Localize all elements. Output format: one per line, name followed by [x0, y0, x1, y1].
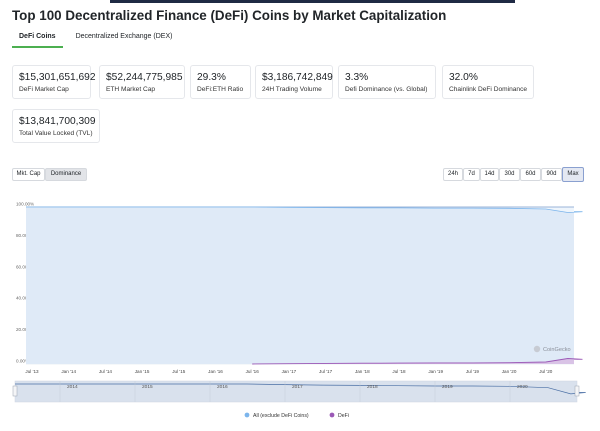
stat-label: Chainlink DeFi Dominance: [449, 86, 528, 93]
stat-card-24h-trading-volume: $3,186,742,849 24H Trading Volume: [255, 65, 333, 99]
navigator-tick-label: 2017: [292, 384, 303, 390]
stat-value: $3,186,742,849: [262, 72, 333, 83]
stat-card-defi-market-cap: $15,301,651,692 DeFi Market Cap: [12, 65, 96, 99]
x-tick-label: Jan '18: [355, 369, 370, 374]
series-defi-line: [252, 358, 583, 365]
mkt-cap-button[interactable]: Mkt. Cap: [12, 168, 45, 181]
stat-card-chainlink-defi-dominance: 32.0% Chainlink DeFi Dominance: [442, 65, 534, 99]
range-90d-button[interactable]: 90d: [541, 168, 562, 181]
navigator-tick-label: 2015: [142, 384, 153, 390]
x-tick-label: Jul '17: [319, 369, 333, 374]
tab-defi-coins[interactable]: DeFi Coins: [12, 30, 63, 48]
legend-marker-defi: [329, 412, 335, 418]
header-strip: [110, 0, 515, 3]
x-tick-label: Jan '19: [428, 369, 443, 374]
stat-card-defi-dominance: 3.3% Defi Dominance (vs. Global): [338, 65, 436, 99]
range-24h-button[interactable]: 24h: [443, 168, 463, 181]
x-tick-label: Jul '13: [25, 369, 39, 374]
dominance-chart: 100.00% 80.00% 60.00% 40.00% 20.00% 0.00% Jul…: [12, 202, 586, 419]
stat-card-total-value-locked: $13,841,700,309 Total Value Locked (TVL): [12, 109, 100, 143]
stat-card-defi-eth-ratio: 29.3% DeFi:ETH Ratio: [190, 65, 251, 99]
stat-label: DeFi:ETH Ratio: [197, 86, 244, 93]
y-tick-label: 0.00%: [16, 359, 29, 364]
stat-value: $13,841,700,309: [19, 116, 96, 127]
stat-label: Total Value Locked (TVL): [19, 130, 93, 137]
y-tick-label: 20.00%: [16, 327, 32, 332]
y-tick-label: 100.00%: [16, 202, 34, 207]
navigator-tick-label: 2014: [67, 384, 78, 390]
y-tick-label: 60.00%: [16, 264, 32, 269]
range-max-button[interactable]: Max: [562, 167, 584, 182]
legend-label-defi: DeFi: [338, 413, 349, 419]
range-7d-button[interactable]: 7d: [463, 168, 480, 181]
tab-bar: DeFi Coins Decentralized Exchange (DEX): [12, 30, 179, 48]
navigator-tick-label: 2020: [517, 384, 528, 390]
navigator-tick-label: 2018: [367, 384, 378, 390]
navigator-series-line: [15, 383, 586, 395]
series-all-line: [26, 206, 583, 213]
x-tick-label: Jul '15: [172, 369, 186, 374]
x-tick-label: Jul '16: [246, 369, 260, 374]
navigator-tick-label: 2016: [217, 384, 228, 390]
coingecko-watermark: CoinGecko: [533, 345, 571, 353]
legend-item-defi[interactable]: DeFi: [329, 412, 349, 419]
navigator-ticks: 2014 2015 2016 2017 2018 2019 2020: [59, 381, 528, 402]
watermark-text: CoinGecko: [543, 347, 571, 353]
x-tick-label: Jan '16: [208, 369, 223, 374]
stat-label: DeFi Market Cap: [19, 86, 69, 93]
x-tick-label: Jan '14: [61, 369, 76, 374]
range-30d-button[interactable]: 30d: [499, 168, 520, 181]
legend-marker-all: [244, 412, 250, 418]
y-axis-ticks: 100.00% 80.00% 60.00% 40.00% 20.00% 0.00%: [16, 202, 34, 364]
stat-card-eth-market-cap: $52,244,775,985 ETH Market Cap: [99, 65, 185, 99]
stat-value: $52,244,775,985: [106, 72, 183, 83]
y-tick-label: 80.00%: [16, 233, 32, 238]
x-tick-label: Jul '19: [466, 369, 480, 374]
navigator-tick-label: 2019: [442, 384, 453, 390]
y-tick-label: 40.00%: [16, 296, 32, 301]
x-tick-label: Jan '17: [282, 369, 297, 374]
legend-item-all[interactable]: All (exclude DeFi Coins): [244, 412, 309, 419]
stat-value: 3.3%: [345, 72, 369, 83]
tab-decentralized-exchange[interactable]: Decentralized Exchange (DEX): [75, 33, 173, 40]
x-tick-label: Jul '20: [539, 369, 553, 374]
series-defi-area: [252, 358, 583, 364]
stat-label: ETH Market Cap: [106, 86, 156, 93]
range-14d-button[interactable]: 14d: [480, 168, 499, 181]
x-axis-ticks: Jul '13 Jan '14 Jul '14 Jan '15 Jul '15 Jan '…: [25, 369, 552, 374]
x-tick-label: Jul '18: [392, 369, 406, 374]
stat-value: 29.3%: [197, 72, 226, 83]
page-title: Top 100 Decentralized Finance (DeFi) Coi…: [12, 8, 447, 23]
legend-label-all: All (exclude DeFi Coins): [253, 413, 309, 419]
stat-value: 32.0%: [449, 72, 478, 83]
series-all-area: [26, 207, 583, 364]
navigator-right-handle[interactable]: [574, 385, 580, 397]
navigator-left-handle[interactable]: [12, 385, 18, 397]
range-60d-button[interactable]: 60d: [520, 168, 541, 181]
dominance-button[interactable]: Dominance: [45, 168, 87, 181]
x-tick-label: Jan '15: [135, 369, 150, 374]
stat-label: Defi Dominance (vs. Global): [345, 86, 428, 93]
coingecko-logo-icon: [533, 345, 541, 353]
stat-value: $15,301,651,692: [19, 72, 96, 83]
x-tick-label: Jan '20: [502, 369, 517, 374]
legend: All (exclude DeFi Coins) DeFi: [244, 412, 349, 419]
x-tick-label: Jul '14: [99, 369, 113, 374]
stat-label: 24H Trading Volume: [262, 86, 322, 93]
